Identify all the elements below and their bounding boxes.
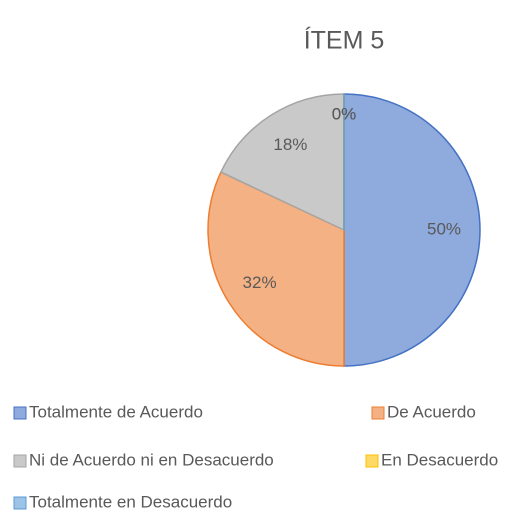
pie-slice (207, 171, 345, 367)
legend-swatch (13, 406, 27, 420)
legend-swatch (13, 454, 27, 468)
data-label: 50% (427, 219, 461, 238)
data-label: 18% (273, 135, 307, 154)
data-label: 0% (332, 104, 357, 123)
pie-slice (219, 93, 345, 232)
legend-label: Totalmente en Desacuerdo (29, 492, 232, 511)
pie-slice (343, 93, 481, 367)
chart-title: ÍTEM 5 (304, 26, 385, 55)
legend-swatch (13, 496, 27, 510)
legend-swatch (371, 406, 385, 420)
legend-label: Ni de Acuerdo ni en Desacuerdo (29, 450, 274, 469)
legend-label: En Desacuerdo (381, 450, 498, 469)
legend-swatch (365, 454, 379, 468)
data-label: 32% (243, 273, 277, 292)
legend-label: Totalmente de Acuerdo (29, 402, 203, 421)
legend-label: De Acuerdo (387, 402, 476, 421)
